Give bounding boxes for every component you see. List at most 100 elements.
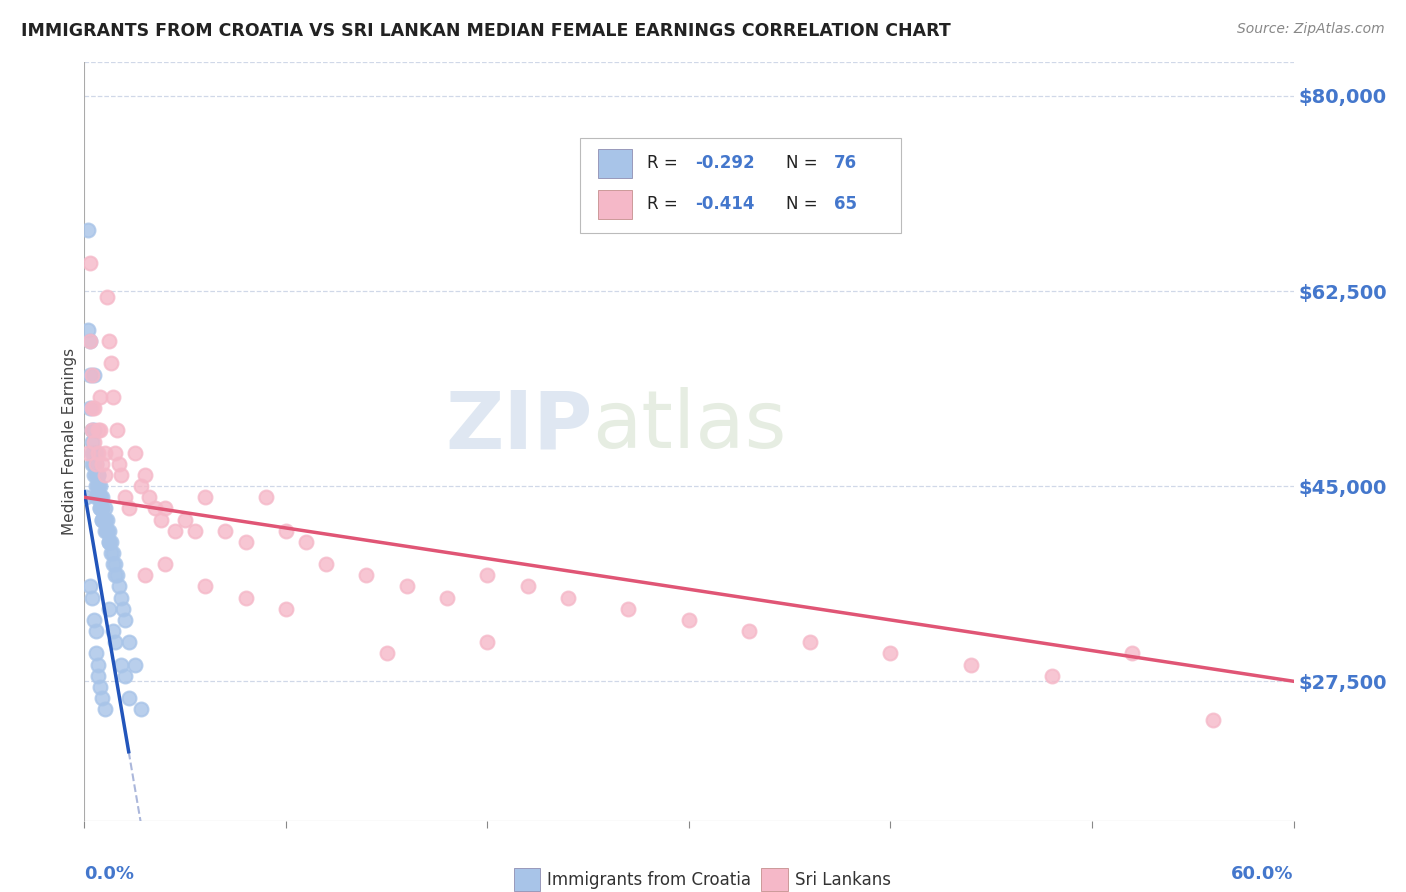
Point	[83, 457, 105, 471]
Point	[83, 613, 105, 627]
Point	[82, 424, 104, 438]
Point	[111, 602, 134, 616]
Point	[107, 580, 129, 594]
Point	[82, 457, 104, 471]
Point	[1040, 669, 1063, 683]
Bar	[599, 149, 633, 178]
Point	[477, 635, 499, 649]
Text: IMMIGRANTS FROM CROATIA VS SRI LANKAN MEDIAN FEMALE EARNINGS CORRELATION CHART: IMMIGRANTS FROM CROATIA VS SRI LANKAN ME…	[21, 22, 950, 40]
Point	[91, 491, 114, 505]
Point	[295, 535, 318, 549]
Point	[114, 613, 136, 627]
FancyBboxPatch shape	[581, 138, 901, 233]
Text: R =: R =	[647, 195, 683, 213]
Point	[960, 657, 983, 672]
Point	[153, 557, 176, 572]
Point	[107, 457, 129, 471]
Point	[86, 646, 108, 660]
Point	[82, 368, 104, 382]
Text: Source: ZipAtlas.com: Source: ZipAtlas.com	[1237, 22, 1385, 37]
Point	[97, 535, 120, 549]
Point	[96, 289, 118, 303]
Point	[93, 446, 115, 460]
Text: 65: 65	[834, 195, 858, 213]
Point	[395, 580, 418, 594]
Point	[235, 535, 257, 549]
Point	[83, 368, 105, 382]
Point	[105, 568, 128, 582]
Point	[79, 334, 101, 348]
Bar	[762, 869, 789, 891]
Point	[315, 557, 337, 572]
Point	[96, 524, 118, 538]
Point	[194, 491, 217, 505]
Point	[97, 334, 120, 348]
Point	[75, 491, 97, 505]
Point	[77, 323, 100, 337]
Point	[93, 512, 115, 526]
Point	[118, 691, 141, 706]
Point	[134, 468, 156, 483]
Bar	[599, 190, 633, 219]
Point	[97, 535, 120, 549]
Point	[436, 591, 458, 605]
Text: ZIP: ZIP	[444, 387, 592, 466]
Text: Immigrants from Croatia: Immigrants from Croatia	[547, 871, 751, 888]
Text: atlas: atlas	[592, 387, 786, 466]
Point	[83, 468, 105, 483]
Text: -0.292: -0.292	[695, 154, 755, 172]
Point	[91, 501, 114, 516]
Point	[87, 491, 110, 505]
Point	[100, 356, 122, 371]
Y-axis label: Median Female Earnings: Median Female Earnings	[62, 348, 77, 535]
Point	[82, 591, 104, 605]
Point	[89, 680, 111, 694]
Point	[79, 256, 101, 270]
Text: R =: R =	[647, 154, 683, 172]
Point	[143, 501, 166, 516]
Point	[101, 624, 124, 639]
Point	[118, 635, 141, 649]
Point	[235, 591, 257, 605]
Text: 76: 76	[834, 154, 858, 172]
Point	[86, 624, 108, 639]
Point	[89, 491, 111, 505]
Point	[138, 491, 160, 505]
Text: 60.0%: 60.0%	[1232, 865, 1294, 883]
Point	[557, 591, 579, 605]
Point	[86, 457, 108, 471]
Point	[96, 524, 118, 538]
Point	[184, 524, 207, 538]
Point	[89, 479, 111, 493]
Point	[93, 702, 115, 716]
Point	[477, 568, 499, 582]
Text: 0.0%: 0.0%	[84, 865, 135, 883]
Point	[617, 602, 640, 616]
Point	[82, 434, 104, 449]
Point	[83, 424, 105, 438]
Text: N =: N =	[786, 154, 823, 172]
Point	[97, 602, 120, 616]
Point	[110, 468, 132, 483]
Point	[89, 424, 111, 438]
Point	[101, 546, 124, 560]
Point	[82, 424, 104, 438]
Point	[91, 457, 114, 471]
Point	[101, 557, 124, 572]
Point	[134, 568, 156, 582]
Point	[89, 491, 111, 505]
Point	[89, 501, 111, 516]
Point	[100, 535, 122, 549]
Point	[82, 401, 104, 416]
Point	[79, 368, 101, 382]
Point	[87, 446, 110, 460]
Point	[149, 512, 172, 526]
Point	[87, 491, 110, 505]
Point	[83, 446, 105, 460]
Point	[356, 568, 378, 582]
Point	[110, 591, 132, 605]
Point	[1121, 646, 1143, 660]
Point	[274, 524, 297, 538]
Point	[110, 657, 132, 672]
Point	[86, 491, 108, 505]
